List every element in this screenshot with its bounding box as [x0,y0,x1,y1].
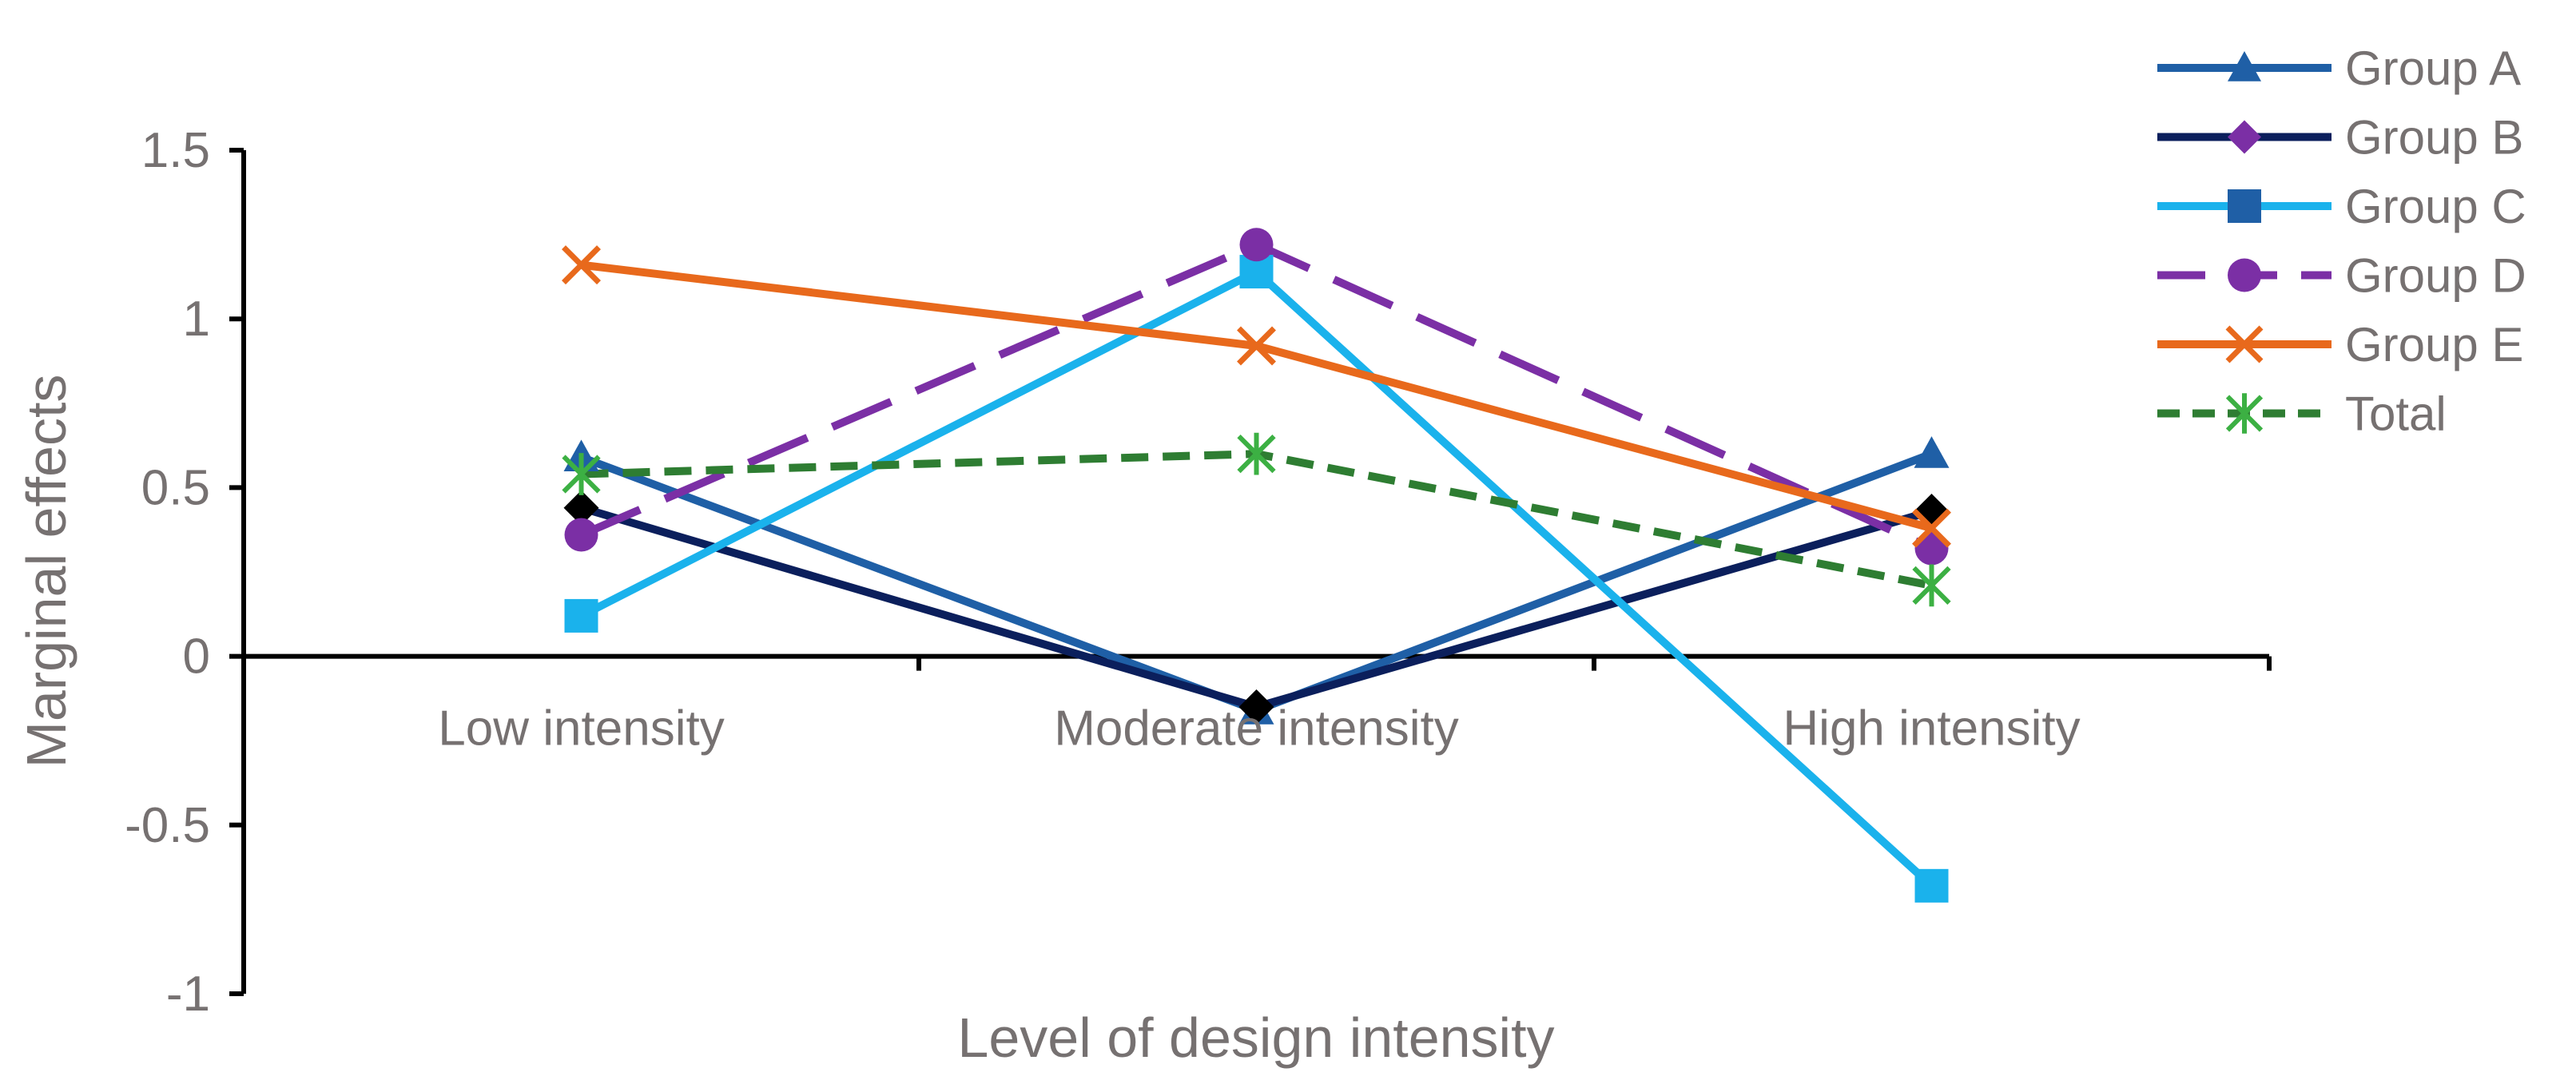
x-category-label: Low intensity [438,701,724,756]
chart-labels: 1.5 1 0.5 0 -0.5 -1 Low intensity Moderate inte… [125,123,2080,1022]
legend-label: Group B [2345,111,2523,165]
data-point-group-e [562,245,601,285]
legend-item-group-a: Group A [2157,42,2521,95]
data-point-total [1237,432,1276,475]
legend-label: Total [2345,387,2447,441]
data-point-group-d [1239,228,1274,262]
y-axis-title: Marginal effects [15,375,78,768]
legend-item-total: Total [2157,387,2447,441]
legend-label: Group A [2345,42,2521,95]
x-category-label: Moderate intensity [1054,701,1459,756]
legend-marker [2228,120,2261,154]
data-point-group-a [1914,436,1950,468]
data-point-group-d [564,518,598,552]
series-line-group-b [580,503,1933,711]
x-category-label: High intensity [1783,701,2080,756]
series-line-group-c [579,268,1934,889]
data-point-group-e [1912,508,1951,548]
data-point-group-e [1237,326,1276,366]
data-point-group-c [1914,868,1949,903]
data-point-group-b [1238,689,1274,725]
y-tick-label: 0 [183,629,210,685]
legend-item-group-b: Group B [2157,111,2523,165]
data-point-total [562,453,601,495]
legend-label: Group D [2345,249,2526,303]
legend-marker [2225,325,2264,363]
x-axis-title: Level of design intensity [957,1007,1554,1069]
legend-marker [2225,393,2264,434]
marker-layer [562,228,1951,903]
y-tick-label: -1 [166,967,210,1022]
legend-item-group-c: Group C [2157,180,2526,233]
legend-label: Group C [2345,180,2526,233]
legend: Group A Group B Group C Group D Group E Total [2157,42,2526,441]
series-layer [579,240,1934,889]
data-point-total [1912,564,1951,607]
legend-label: Group E [2345,318,2523,371]
chart-axes [229,148,2272,996]
legend-item-group-d: Group D [2157,249,2526,303]
y-tick-label: 1 [183,292,210,347]
legend-marker [2228,189,2261,223]
data-point-group-c [564,598,598,633]
legend-item-group-e: Group E [2157,318,2523,371]
series-line-group-a [579,450,1934,715]
legend-marker [2228,258,2261,292]
legend-marker [2228,51,2261,81]
y-tick-label: 0.5 [141,460,210,515]
y-tick-label: 1.5 [141,123,210,178]
data-point-group-b [563,490,599,526]
series-line-group-e [580,260,1933,532]
y-tick-label: -0.5 [125,798,210,853]
